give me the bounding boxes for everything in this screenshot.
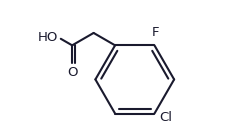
Text: Cl: Cl [160,111,173,124]
Text: O: O [67,66,78,79]
Text: F: F [152,26,159,39]
Text: HO: HO [38,31,59,44]
